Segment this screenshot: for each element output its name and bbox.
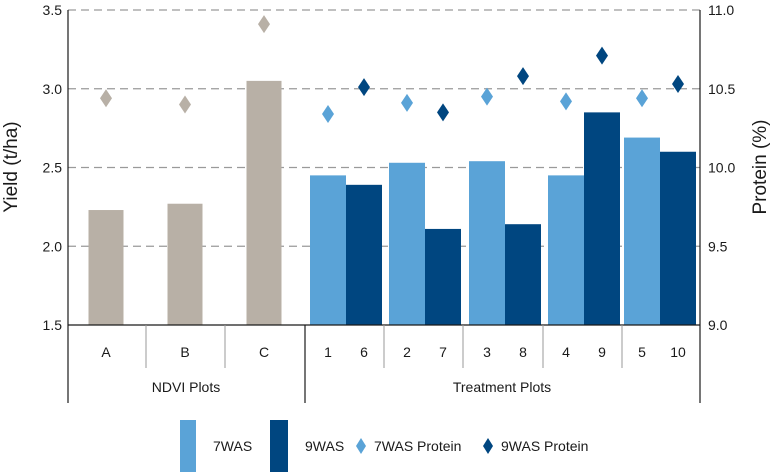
y2-tick-label: 9.5 bbox=[708, 238, 728, 254]
legend: 7WAS 9WAS 7WAS Protein 9WAS Protein bbox=[180, 420, 588, 472]
legend-label: 7WAS Protein bbox=[374, 438, 461, 454]
category-label-A: A bbox=[101, 344, 111, 360]
y2-tick-label: 11.0 bbox=[708, 2, 734, 18]
protein-marker-1 bbox=[322, 104, 334, 123]
bar-2 bbox=[389, 162, 425, 325]
bar-4 bbox=[548, 175, 584, 325]
protein-marker-9 bbox=[596, 46, 608, 65]
bar-8 bbox=[505, 224, 541, 325]
protein-marker-C bbox=[258, 15, 270, 34]
category-label-10: 10 bbox=[670, 344, 686, 360]
protein-marker-8 bbox=[517, 67, 529, 86]
y2-tick-label: 10.0 bbox=[708, 160, 735, 176]
group-label: Treatment Plots bbox=[453, 379, 551, 395]
y-tick-label: 2.5 bbox=[43, 160, 63, 176]
y-axis-title: Yield (t/ha) bbox=[1, 121, 22, 212]
protein-marker-5 bbox=[636, 89, 648, 108]
bar-3 bbox=[469, 161, 505, 325]
protein-markers bbox=[100, 15, 684, 123]
legend-marker-9WAS-protein bbox=[483, 438, 493, 454]
category-label-2: 2 bbox=[403, 344, 411, 360]
bar-5 bbox=[624, 137, 660, 325]
y-tick-label: 3.5 bbox=[43, 2, 63, 18]
protein-marker-4 bbox=[560, 92, 572, 111]
legend-label: 9WAS bbox=[305, 438, 344, 454]
protein-marker-6 bbox=[358, 78, 370, 97]
category-labels: A B C 1 6 2 7 3 8 4 9 5 10 NDVI Plots Treatment Plots bbox=[101, 344, 686, 395]
category-label-4: 4 bbox=[562, 344, 570, 360]
legend-swatch-9WAS bbox=[270, 420, 288, 472]
bar-7 bbox=[425, 228, 461, 325]
bar-10 bbox=[660, 151, 696, 325]
y2-axis-title: Protein (%) bbox=[750, 119, 771, 214]
legend-marker-7WAS-protein bbox=[356, 438, 366, 454]
protein-marker-10 bbox=[672, 75, 684, 94]
legend-label: 7WAS bbox=[213, 438, 252, 454]
category-label-8: 8 bbox=[519, 344, 527, 360]
protein-marker-7 bbox=[437, 103, 449, 122]
category-label-B: B bbox=[180, 344, 189, 360]
legend-label: 9WAS Protein bbox=[501, 438, 588, 454]
bar-1 bbox=[310, 175, 346, 325]
category-label-5: 5 bbox=[638, 344, 646, 360]
category-label-9: 9 bbox=[598, 344, 606, 360]
bar-C bbox=[246, 80, 282, 325]
bars bbox=[88, 80, 696, 325]
protein-marker-3 bbox=[481, 87, 493, 106]
y2-tick-label: 10.5 bbox=[708, 81, 735, 97]
y-tick-label: 2.0 bbox=[43, 238, 63, 254]
y-tick-label: 3.0 bbox=[43, 81, 63, 97]
bar-A bbox=[88, 210, 124, 325]
protein-marker-A bbox=[100, 89, 112, 108]
axes: 1.5 2.0 2.5 3.0 3.5 9.0 9.5 10.0 10.5 11.0 bbox=[43, 2, 735, 403]
category-label-C: C bbox=[259, 344, 269, 360]
legend-swatch-7WAS bbox=[180, 420, 196, 472]
y2-tick-label: 9.0 bbox=[708, 317, 728, 333]
category-label-7: 7 bbox=[439, 344, 447, 360]
protein-marker-2 bbox=[401, 93, 413, 112]
y-tick-label: 1.5 bbox=[43, 317, 63, 333]
category-label-3: 3 bbox=[483, 344, 491, 360]
category-label-1: 1 bbox=[324, 344, 332, 360]
bar-B bbox=[167, 203, 203, 325]
bar-9 bbox=[584, 112, 620, 325]
category-label-6: 6 bbox=[360, 344, 368, 360]
bar-6 bbox=[346, 184, 382, 325]
protein-marker-B bbox=[179, 95, 191, 114]
group-label: NDVI Plots bbox=[152, 379, 220, 395]
